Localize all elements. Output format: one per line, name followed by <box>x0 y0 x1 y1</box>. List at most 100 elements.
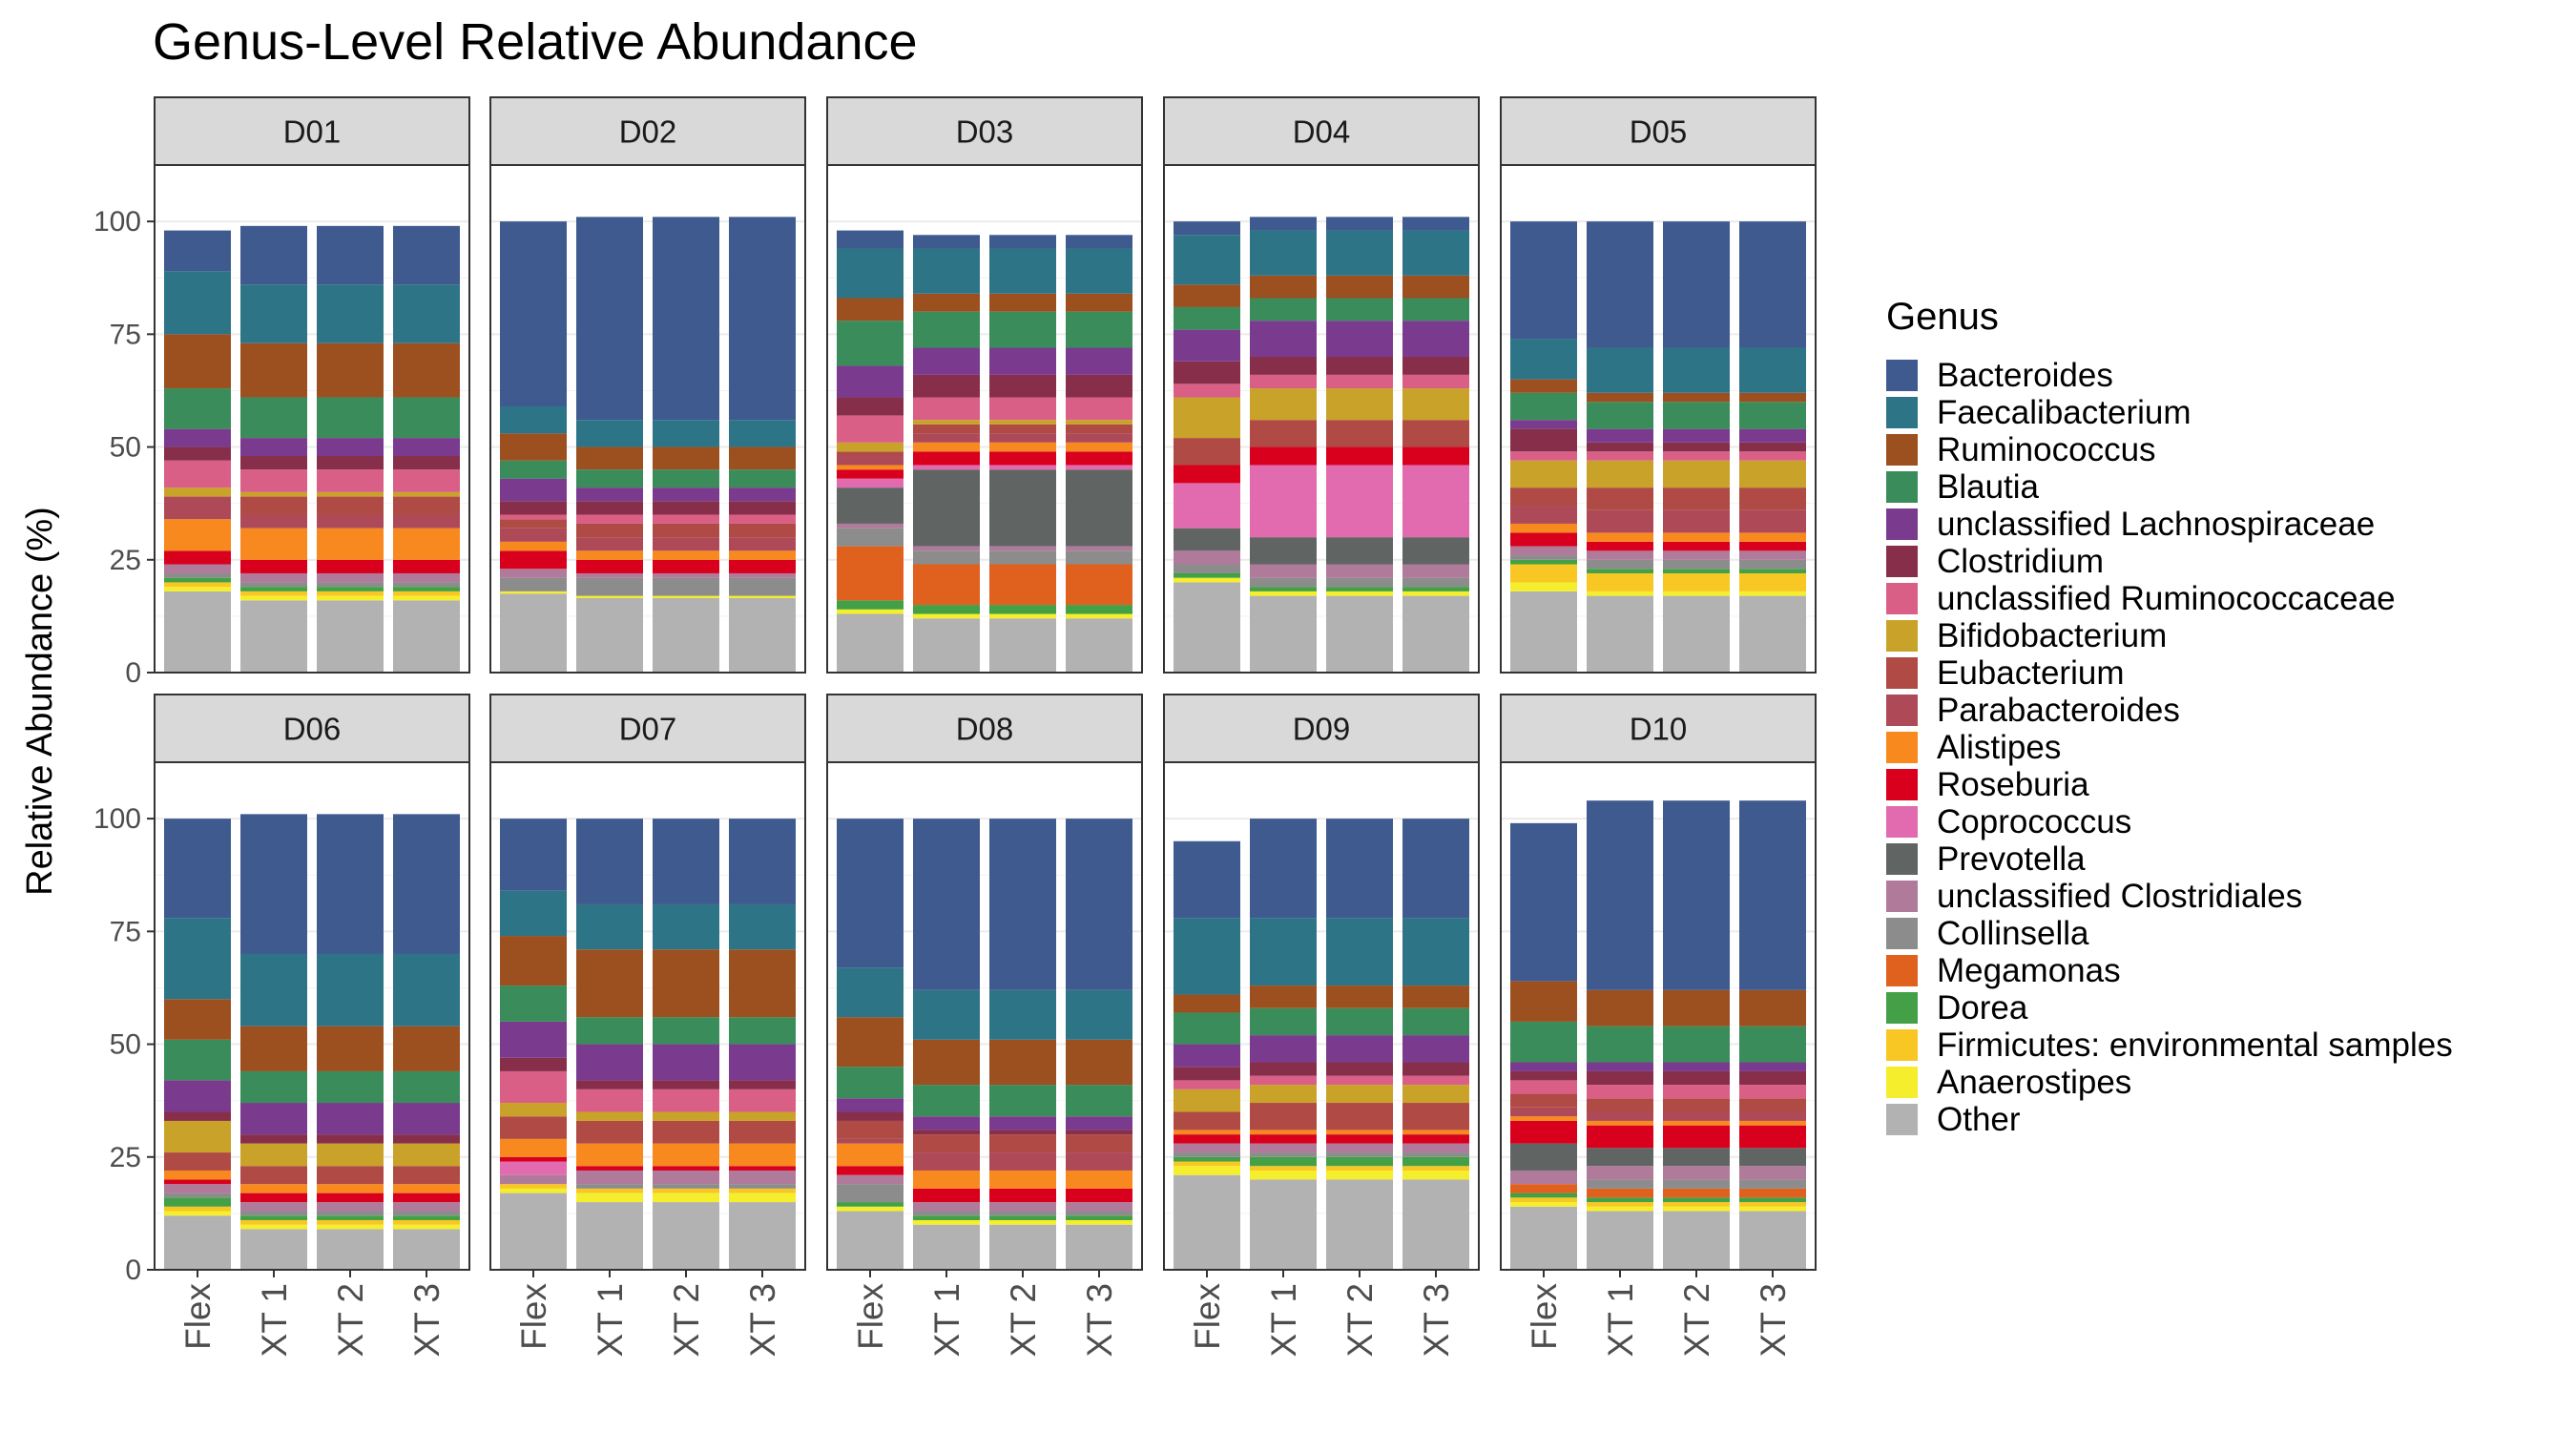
bar-segment-dorea <box>393 587 460 591</box>
bar-segment-ruminococcus <box>240 1026 307 1071</box>
bar-stack-xt-3 <box>393 814 460 1270</box>
bar-segment-other <box>500 593 567 673</box>
bar-segment-unclassified-lachnospiraceae <box>1510 420 1577 429</box>
bar-segment-bacteroides <box>500 819 567 891</box>
panel-border <box>1163 164 1480 674</box>
legend-label: Collinsella <box>1937 915 2089 952</box>
bar-segment-eubacterium <box>393 496 460 515</box>
bar-segment-prevotella <box>1739 1148 1806 1167</box>
bar-stack-xt-2 <box>989 819 1056 1270</box>
bar-segment-prevotella <box>1326 537 1393 565</box>
bar-segment-parabacteroides <box>500 528 567 542</box>
facet-panel-d07: D07 Flex XT 1 XT 2 XT 3 <box>489 694 806 1357</box>
bar-segment-bacteroides <box>1174 221 1240 236</box>
legend-item: Megamonas <box>1886 952 2121 989</box>
bar-segment-megamonas <box>1663 1188 1730 1198</box>
bar-segment-eubacterium <box>1326 1103 1393 1130</box>
bar-segment-dorea <box>1066 605 1132 614</box>
facet-panel-d03: D03 <box>826 96 1143 674</box>
bar-segment-roseburia <box>240 559 307 573</box>
legend-swatch <box>1886 918 1918 949</box>
bar-segment-unclassified-lachnospiraceae <box>317 1103 384 1135</box>
bar-segment-bifidobacterium <box>1326 388 1393 421</box>
bar-segment-anaerostipes <box>1510 1202 1577 1207</box>
bar-segment-unclassified-lachnospiraceae <box>1587 1062 1653 1071</box>
y-tick-label: 25 <box>110 545 141 576</box>
bar-segment-ruminococcus <box>317 342 384 398</box>
bar-segment-unclassified-lachnospiraceae <box>913 347 980 375</box>
bar-segment-unclassified-clostridiales <box>317 572 384 583</box>
bar-segment-ruminococcus <box>500 936 567 986</box>
bar-segment-unclassified-lachnospiraceae <box>729 487 796 502</box>
legend-swatch <box>1886 360 1918 391</box>
legend-item: Eubacterium <box>1886 654 2124 692</box>
bar-segment-ruminococcus <box>1587 989 1653 1027</box>
bar-segment-clostridium <box>317 1134 384 1144</box>
panel-border <box>826 761 1143 1271</box>
bar-stack-xt-2 <box>1326 819 1393 1270</box>
bar-stack-flex <box>500 221 567 673</box>
bar-segment-roseburia <box>393 559 460 573</box>
bar-segment-blautia <box>1587 402 1653 429</box>
bar-segment-clostridium <box>240 456 307 470</box>
bar-segment-roseburia <box>1326 446 1393 466</box>
bar-segment-other <box>1663 1211 1730 1270</box>
bar-segment-other <box>1250 1179 1317 1270</box>
bar-segment-clostridium <box>989 1130 1056 1135</box>
bar-segment-bifidobacterium <box>1402 1085 1469 1104</box>
bar-segment-prevotella <box>1174 528 1240 551</box>
bar-segment-megamonas <box>1066 564 1132 606</box>
bar-segment-unclassified-lachnospiraceae <box>164 428 231 447</box>
bar-segment-unclassified-ruminococcaceae <box>164 460 231 488</box>
bar-segment-unclassified-ruminococcaceae <box>1587 451 1653 461</box>
bar-segment-bifidobacterium <box>1174 1089 1240 1112</box>
bar-segment-alistipes <box>164 1170 231 1180</box>
bar-segment-collinsella <box>393 1211 460 1216</box>
bar-segment-prevotella <box>1066 469 1132 547</box>
bar-segment-bifidobacterium <box>1663 460 1730 488</box>
bar-segment-anaerostipes <box>393 595 460 601</box>
bar-segment-ruminococcus <box>653 949 719 1018</box>
bar-segment-unclassified-ruminococcaceae <box>1739 1085 1806 1099</box>
bar-segment-parabacteroides <box>837 1138 904 1144</box>
legend-item: Firmicutes: environmental samples <box>1886 1027 2453 1064</box>
bar-segment-collinsella <box>653 1184 719 1189</box>
bar-segment-bacteroides <box>1066 819 1132 990</box>
bar-segment-unclassified-lachnospiraceae <box>500 1021 567 1058</box>
bar-segment-dorea <box>837 600 904 610</box>
bar-segment-collinsella <box>576 577 643 596</box>
bar-segment-prevotella <box>1663 1148 1730 1167</box>
bar-segment-blautia <box>1663 402 1730 429</box>
legend-swatch <box>1886 732 1918 763</box>
bar-segment-dorea <box>1326 1156 1393 1167</box>
bar-stack-flex <box>1510 221 1577 673</box>
bar-segment-faecalibacterium <box>240 284 307 343</box>
bar-segment-firmicutes-environmental-samples <box>1402 1166 1469 1171</box>
bar-segment-unclassified-lachnospiraceae <box>837 365 904 398</box>
bar-segment-unclassified-lachnospiraceae <box>576 1044 643 1081</box>
bar-stack-xt-3 <box>393 225 460 673</box>
bar-segment-eubacterium <box>989 1134 1056 1153</box>
bar-segment-prevotella <box>1250 537 1317 565</box>
bar-segment-bacteroides <box>164 819 231 919</box>
bar-segment-alistipes <box>1402 1130 1469 1135</box>
bar-segment-alistipes <box>1326 1130 1393 1135</box>
facet-strip-label: D04 <box>1293 114 1351 150</box>
facet-strip-label: D05 <box>1630 114 1688 150</box>
bar-segment-unclassified-lachnospiraceae <box>1066 347 1132 375</box>
facet-strip <box>1163 694 1480 763</box>
bar-segment-bacteroides <box>1739 800 1806 990</box>
bar-segment-anaerostipes <box>1663 1206 1730 1212</box>
bar-segment-alistipes <box>653 1143 719 1167</box>
legend-label: Bacteroides <box>1937 357 2113 394</box>
legend-item: Clostridium <box>1886 543 2104 580</box>
bar-segment-dorea <box>1174 1156 1240 1162</box>
bar-stack-flex <box>837 819 904 1270</box>
bar-segment-ruminococcus <box>164 999 231 1040</box>
x-tick-label: XT 1 <box>255 1283 294 1357</box>
bar-segment-clostridium <box>1587 442 1653 452</box>
bar-segment-anaerostipes <box>1066 1219 1132 1225</box>
bar-segment-collinsella <box>164 572 231 578</box>
bar-stack-xt-2 <box>1663 221 1730 673</box>
x-tick-label: XT 1 <box>1601 1283 1640 1357</box>
